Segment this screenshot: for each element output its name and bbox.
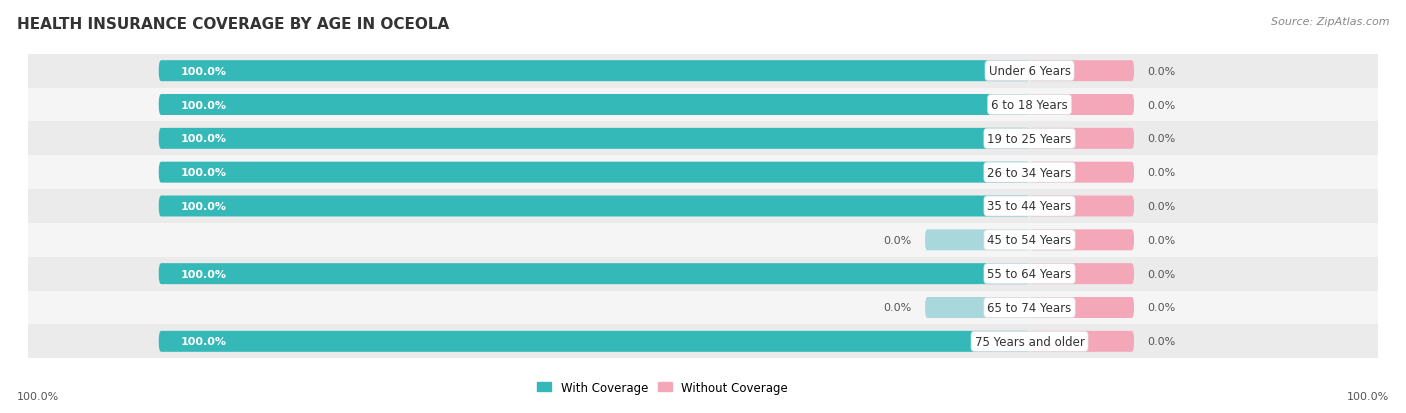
Text: 55 to 64 Years: 55 to 64 Years [987, 268, 1071, 280]
FancyBboxPatch shape [159, 162, 1029, 183]
FancyBboxPatch shape [159, 263, 1029, 285]
Bar [28, 257, 1378, 291]
Text: 0.0%: 0.0% [1147, 269, 1175, 279]
Bar [28, 190, 1378, 223]
Bar [28, 55, 1378, 88]
FancyBboxPatch shape [1029, 196, 1135, 217]
Text: 100.0%: 100.0% [180, 100, 226, 110]
Bar [28, 88, 1378, 122]
FancyBboxPatch shape [925, 230, 1029, 251]
Text: 0.0%: 0.0% [1147, 337, 1175, 347]
FancyBboxPatch shape [159, 95, 1029, 116]
Text: 0.0%: 0.0% [1147, 202, 1175, 211]
Text: 0.0%: 0.0% [884, 303, 912, 313]
Text: 26 to 34 Years: 26 to 34 Years [987, 166, 1071, 179]
Legend: With Coverage, Without Coverage: With Coverage, Without Coverage [533, 376, 793, 399]
Text: 0.0%: 0.0% [884, 235, 912, 245]
Text: 65 to 74 Years: 65 to 74 Years [987, 301, 1071, 314]
Text: 0.0%: 0.0% [1147, 235, 1175, 245]
Text: Under 6 Years: Under 6 Years [988, 65, 1070, 78]
FancyBboxPatch shape [1029, 128, 1135, 150]
FancyBboxPatch shape [1029, 95, 1135, 116]
FancyBboxPatch shape [159, 61, 1029, 82]
Bar [28, 325, 1378, 358]
Text: 100.0%: 100.0% [180, 66, 226, 76]
FancyBboxPatch shape [1029, 331, 1135, 352]
FancyBboxPatch shape [1029, 297, 1135, 318]
Text: 75 Years and older: 75 Years and older [974, 335, 1084, 348]
Bar [28, 291, 1378, 325]
Text: 45 to 54 Years: 45 to 54 Years [987, 234, 1071, 247]
Text: 100.0%: 100.0% [180, 168, 226, 178]
Text: 35 to 44 Years: 35 to 44 Years [987, 200, 1071, 213]
Text: 6 to 18 Years: 6 to 18 Years [991, 99, 1069, 112]
Text: Source: ZipAtlas.com: Source: ZipAtlas.com [1271, 17, 1389, 26]
FancyBboxPatch shape [1029, 230, 1135, 251]
Bar [28, 156, 1378, 190]
FancyBboxPatch shape [1029, 263, 1135, 285]
Text: 0.0%: 0.0% [1147, 100, 1175, 110]
Text: 19 to 25 Years: 19 to 25 Years [987, 133, 1071, 145]
Text: 100.0%: 100.0% [180, 337, 226, 347]
FancyBboxPatch shape [925, 297, 1029, 318]
FancyBboxPatch shape [159, 128, 1029, 150]
Text: 100.0%: 100.0% [1347, 391, 1389, 401]
FancyBboxPatch shape [159, 331, 1029, 352]
Bar [28, 122, 1378, 156]
Text: 0.0%: 0.0% [1147, 168, 1175, 178]
FancyBboxPatch shape [159, 196, 1029, 217]
Text: 100.0%: 100.0% [180, 134, 226, 144]
Text: 0.0%: 0.0% [1147, 66, 1175, 76]
Text: 0.0%: 0.0% [1147, 303, 1175, 313]
Text: 100.0%: 100.0% [180, 269, 226, 279]
Text: 100.0%: 100.0% [180, 202, 226, 211]
Text: 0.0%: 0.0% [1147, 134, 1175, 144]
Text: HEALTH INSURANCE COVERAGE BY AGE IN OCEOLA: HEALTH INSURANCE COVERAGE BY AGE IN OCEO… [17, 17, 449, 31]
FancyBboxPatch shape [1029, 162, 1135, 183]
FancyBboxPatch shape [1029, 61, 1135, 82]
Bar [28, 223, 1378, 257]
Text: 100.0%: 100.0% [17, 391, 59, 401]
